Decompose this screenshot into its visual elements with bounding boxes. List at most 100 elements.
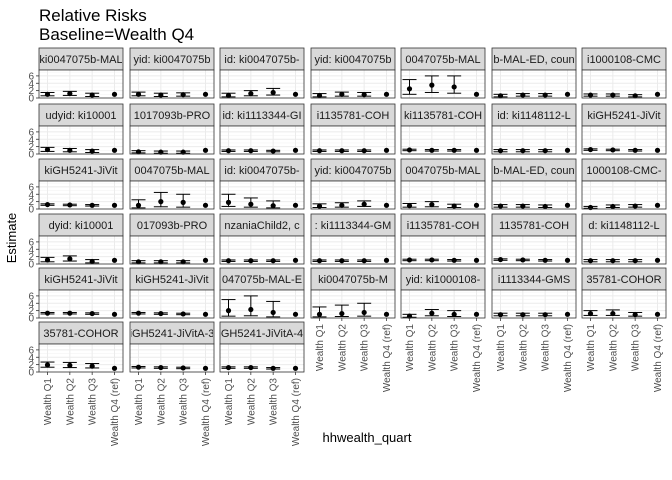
panel-border <box>129 235 215 265</box>
data-point <box>292 147 299 153</box>
data-point <box>180 311 186 317</box>
facet-panel: i1113344-GMS <box>491 267 577 319</box>
facet-panel: id: ki1148112-L <box>491 103 577 155</box>
x-tick-label: Wealth Q1 <box>315 324 326 371</box>
data-point <box>654 202 661 208</box>
facet-strip-label: yid: ki0047075b <box>133 54 210 66</box>
data-point <box>248 306 254 313</box>
data-point <box>158 364 164 371</box>
facet-strip-label: GH5241-JiVitA-4 <box>221 328 303 340</box>
facet-strip-label: ki1135781-COH <box>404 110 482 122</box>
data-point <box>406 257 413 263</box>
data-point <box>135 310 142 316</box>
data-point <box>406 86 413 92</box>
data-point <box>67 310 73 316</box>
data-point <box>158 259 164 265</box>
panel-border <box>129 180 215 210</box>
data-point <box>225 148 232 154</box>
facet-panel: ki0047075b-M <box>310 267 396 319</box>
data-point <box>292 311 299 317</box>
x-tick-label: Wealth Q2 <box>337 324 348 371</box>
data-point <box>225 258 232 264</box>
panel-border <box>400 289 486 319</box>
data-point <box>361 92 367 98</box>
facet-strip-label: id: ki1113344-GI <box>222 110 301 122</box>
panel-border <box>310 125 396 155</box>
data-point <box>429 147 435 153</box>
data-point <box>406 313 413 319</box>
data-point <box>654 147 661 153</box>
data-point <box>473 311 480 317</box>
data-point <box>473 91 480 97</box>
data-point <box>202 202 209 208</box>
panel-border <box>491 289 577 319</box>
data-point <box>429 82 435 88</box>
panel-border <box>219 235 305 265</box>
data-point <box>429 257 435 263</box>
y-tick-label: 4 <box>28 135 34 146</box>
data-point <box>202 147 209 153</box>
data-point <box>135 259 142 265</box>
panel-background <box>130 290 214 318</box>
data-point <box>542 203 548 210</box>
facet-strip-label: yid: ki0047075b <box>314 54 391 66</box>
panel-border <box>581 69 667 99</box>
data-point <box>180 365 186 371</box>
data-point <box>339 202 345 208</box>
data-point <box>67 362 73 368</box>
panel-border <box>491 69 577 99</box>
data-point <box>610 258 616 264</box>
x-tick-label: Wealth Q1 <box>224 378 235 425</box>
x-tick-label: Wealth Q4 (ref) <box>563 324 574 392</box>
panel-background <box>39 344 123 372</box>
panel-border <box>38 235 124 265</box>
x-tick-label: Wealth Q2 <box>518 324 529 371</box>
chart-title: Relative Risks <box>39 6 147 25</box>
y-tick-label: 2 <box>28 142 34 153</box>
facet-strip-label: kiGH5241-JiVit <box>44 274 117 286</box>
data-point <box>361 309 367 316</box>
facet-panel: d: ki1148112-L <box>581 213 667 265</box>
facet-strip-label: 0047075b-MAL <box>405 165 480 177</box>
data-point <box>383 257 390 263</box>
facet-strip-label: d: ki1148112-L <box>588 220 659 232</box>
panel-border <box>581 235 667 265</box>
y-tick-label: 4 <box>28 245 34 256</box>
data-point <box>610 310 616 317</box>
facet-panel: nzaniaChild2, c <box>219 213 305 265</box>
y-tick-label: 0 <box>28 368 34 379</box>
data-point <box>292 202 299 208</box>
data-point <box>451 257 457 263</box>
data-point <box>158 149 164 155</box>
data-point <box>610 147 616 153</box>
data-point <box>542 92 548 98</box>
facet-panel: : ki1113344-GM <box>310 213 396 265</box>
facet-strip-label: 047075b-MAL-E <box>222 274 302 286</box>
data-point <box>632 147 638 153</box>
x-tick-label: Wealth Q3 <box>360 324 371 371</box>
panel-border <box>310 235 396 265</box>
panel-background <box>130 70 214 98</box>
panel-background <box>220 290 304 318</box>
panel-background <box>401 126 485 154</box>
panel-background <box>401 181 485 209</box>
data-point <box>429 201 435 208</box>
chart-subtitle: Baseline=Wealth Q4 <box>39 25 194 44</box>
x-tick-label: Wealth Q4 (ref) <box>472 324 483 392</box>
panel-background <box>582 126 666 154</box>
x-tick-label: Wealth Q3 <box>450 324 461 371</box>
data-point <box>67 147 73 153</box>
x-tick-label: Wealth Q1 <box>43 378 54 425</box>
x-tick-label: Wealth Q2 <box>65 378 76 425</box>
facet-strip-label: kiGH5241-JiVit <box>44 165 117 177</box>
panel-background <box>130 236 214 264</box>
data-point <box>158 310 164 317</box>
data-point <box>89 92 95 98</box>
facet-panel: i1135781-COH <box>400 213 486 265</box>
x-tick-label: Wealth Q4 (ref) <box>382 324 393 392</box>
data-point <box>248 90 254 97</box>
y-tick-label: 0 <box>28 260 34 271</box>
facet-strip-label: id: ki1148112-L <box>497 110 571 122</box>
data-point <box>451 84 457 90</box>
